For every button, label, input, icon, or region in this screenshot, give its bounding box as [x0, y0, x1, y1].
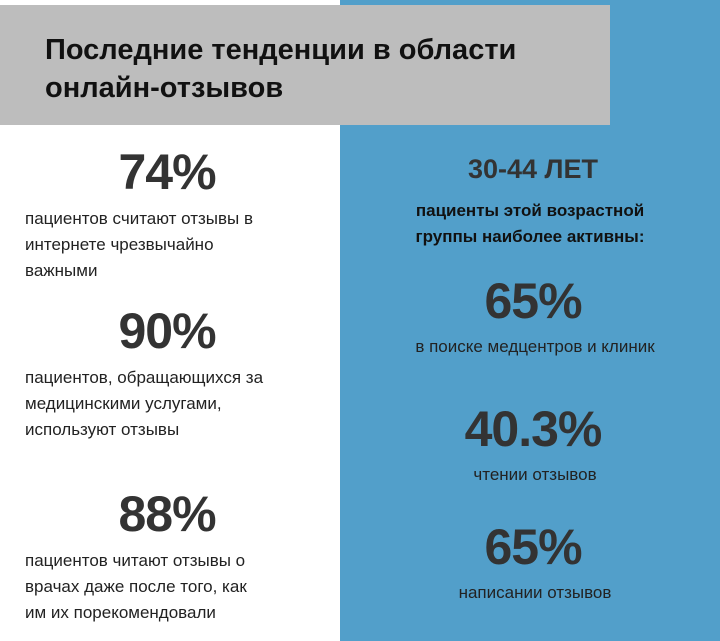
- stat-value: 88%: [118, 486, 216, 542]
- stat-text: пациентов, обращающихся за: [25, 368, 264, 387]
- age-heading: 30-44 ЛЕТ: [467, 154, 599, 184]
- title-line: Последние тенденции в области: [45, 34, 517, 66]
- stat-text: врачах даже после того, как: [25, 577, 247, 596]
- stat-value: 74%: [118, 144, 216, 200]
- stat-text: интернете чрезвычайно: [25, 235, 214, 254]
- title-box: [0, 5, 610, 125]
- stat-value: 65%: [484, 519, 582, 575]
- stat-text: медицинскими услугами,: [25, 394, 222, 413]
- age-subheading: пациенты этой возрастной: [415, 201, 645, 220]
- title-line: онлайн-отзывов: [45, 72, 284, 104]
- stat-text: им их порекомендовали: [25, 603, 216, 622]
- stat-text: в поиске медцентров и клиник: [415, 337, 655, 356]
- stat-value: 90%: [118, 303, 216, 359]
- stat-text: пациентов считают отзывы в: [25, 209, 254, 228]
- stat-text: чтении отзывов: [473, 465, 597, 484]
- stat-value: 40.3%: [464, 401, 603, 457]
- age-subheading: группы наиболее активны:: [415, 227, 645, 246]
- stat-value: 65%: [484, 273, 582, 329]
- stat-text: пациентов читают отзывы о: [25, 551, 246, 570]
- stat-text: написании отзывов: [458, 583, 612, 602]
- stat-text: важными: [25, 261, 98, 280]
- stat-text: используют отзывы: [25, 420, 180, 439]
